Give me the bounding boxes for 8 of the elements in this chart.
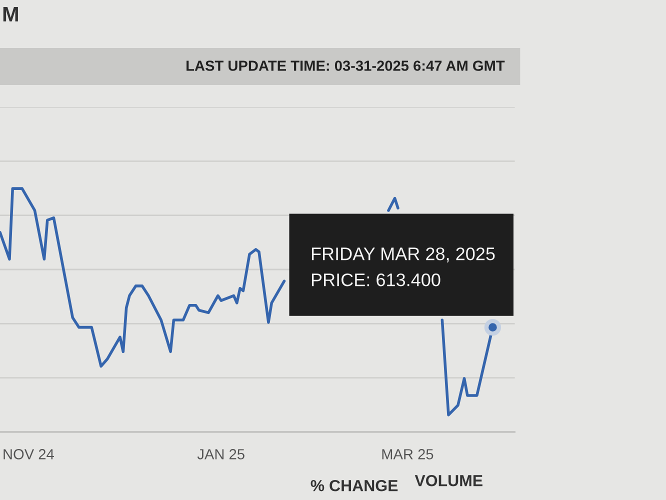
x-tick-label: NOV 24 (4, 449, 54, 460)
chart-title: M (3, 7, 18, 22)
chart-subtitle: LAST UPDATE TIME: 03-31-2025 6:47 AM GMT (186, 60, 505, 71)
text: % CHANGE (310, 480, 398, 492)
annotation: FRIDAY MAR 28, 2025 PRICE: 613.400 (312, 247, 495, 286)
text: VOLUME (414, 474, 482, 486)
x-tick-label: MAR 25 (382, 449, 434, 460)
x-tick-label: JAN 25 (197, 449, 244, 460)
